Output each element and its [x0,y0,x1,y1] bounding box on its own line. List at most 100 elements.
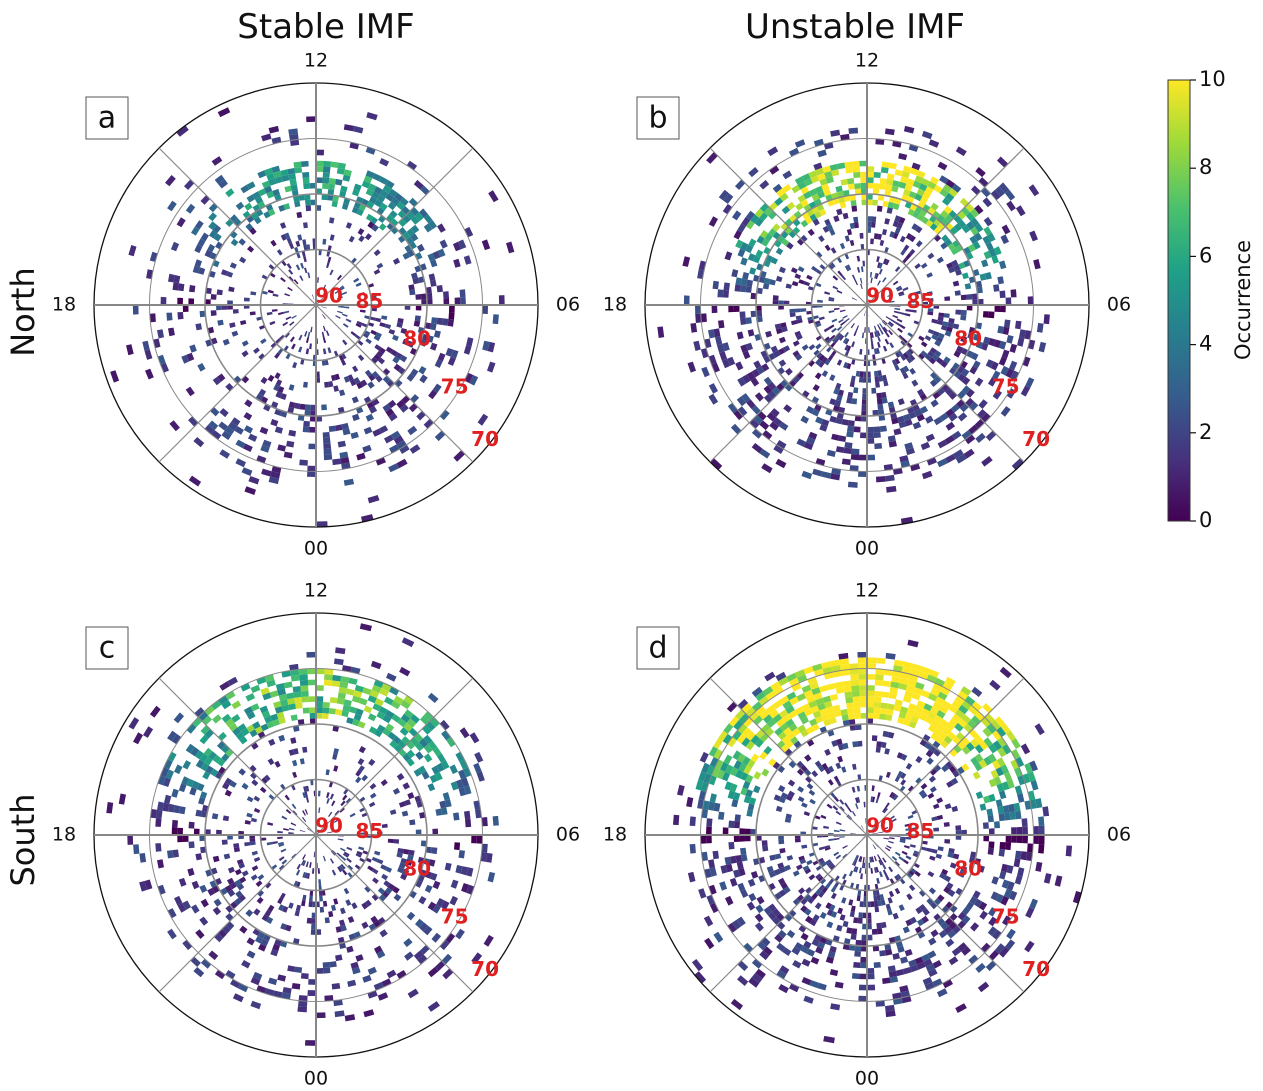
heatmap-bin [949,367,957,375]
heatmap-bin [406,228,415,237]
heatmap-bin [941,764,949,773]
heatmap-bin [800,945,809,954]
heatmap-bin [338,306,344,308]
heatmap-bin [785,367,793,376]
heatmap-bin [755,691,766,702]
heatmap-bin [847,391,854,399]
heatmap-bin [300,685,309,692]
heatmap-bin [894,169,903,177]
heatmap-bin [1002,326,1010,335]
heatmap-bin [176,217,186,228]
heatmap-bin [837,907,843,915]
heatmap-bin [371,684,382,693]
heatmap-bin [1043,314,1050,325]
heatmap-bin [867,934,873,941]
heatmap-bin [328,811,333,817]
heatmap-bin [851,690,860,697]
heatmap-bin [778,359,787,367]
heatmap-bin [833,851,840,857]
heatmap-bin [788,710,798,719]
mlt-tick-label: 18 [52,824,76,846]
heatmap-bin [343,376,350,383]
heatmap-bin [933,226,942,235]
heatmap-bin [969,366,978,375]
heatmap-bin [921,915,929,924]
heatmap-bin [841,669,851,676]
heatmap-bin [926,674,937,683]
heatmap-bin [272,943,280,952]
heatmap-bin [949,765,957,773]
heatmap-bin [806,310,813,315]
heatmap-bin [882,200,889,208]
heatmap-bin [928,139,940,148]
heatmap-bin [195,929,205,939]
heatmap-bin [774,323,782,330]
heatmap-bin [431,317,438,325]
heatmap-bin [378,215,386,223]
heatmap-bin [389,809,397,815]
heatmap-bin [806,783,814,790]
heatmap-bin [945,901,954,910]
heatmap-bin [408,284,415,291]
heatmap-bin [221,430,232,440]
heatmap-bin [258,943,267,952]
heatmap-bin [295,869,301,876]
heatmap-bin [304,330,308,337]
heatmap-bin [921,470,933,480]
heatmap-bin [210,407,220,417]
heatmap-bin [349,812,356,818]
heatmap-bin [801,173,811,182]
heatmap-bin [773,444,784,454]
heatmap-bin [874,376,880,383]
heatmap-bin [999,842,1006,850]
heatmap-bin [162,777,171,787]
heatmap-bin [188,416,199,427]
heatmap-bin [972,299,978,305]
heatmap-bin [365,857,372,863]
heatmap-bin [928,937,937,946]
grid-spoke [315,677,474,836]
heatmap-bin [951,700,962,710]
heatmap-bin [434,772,443,781]
heatmap-bin [703,915,714,927]
heatmap-bin [856,785,861,792]
heatmap-bin [1027,296,1034,305]
heatmap-bin [848,870,854,877]
heatmap-bin [196,783,205,792]
heatmap-bin [404,799,411,806]
heatmap-bin [329,217,335,224]
heatmap-bin [244,399,253,408]
heatmap-bin [933,827,940,832]
heatmap-bin [249,227,257,235]
heatmap-bin [316,149,325,156]
heatmap-bin [392,356,400,364]
heatmap-bin [753,360,762,369]
heatmap-bin [848,127,858,134]
heatmap-bin [364,330,371,336]
heatmap-bin [972,360,981,369]
heatmap-bin [886,845,892,849]
heatmap-bin [850,454,860,461]
heatmap-bin [748,167,759,178]
heatmap-bin [323,166,331,173]
heatmap-bin [712,850,719,860]
heatmap-bin [341,291,348,296]
heatmap-bin [323,900,328,907]
heatmap-bin [876,392,882,399]
heatmap-bin [815,697,825,706]
heatmap-bin [289,663,299,671]
heatmap-bin [879,183,887,190]
heatmap-bin [803,441,814,451]
heatmap-bin [207,887,216,896]
heatmap-bin [1016,835,1023,844]
heatmap-bin [708,383,718,394]
heatmap-bin [342,794,348,801]
heatmap-bin [198,797,206,805]
heatmap-bin [746,731,756,741]
heatmap-bin [291,803,297,810]
heatmap-bin [387,399,397,409]
heatmap-bin [370,357,378,364]
heatmap-bin [937,691,948,701]
heatmap-bin [877,792,881,799]
heatmap-bin [229,901,238,910]
